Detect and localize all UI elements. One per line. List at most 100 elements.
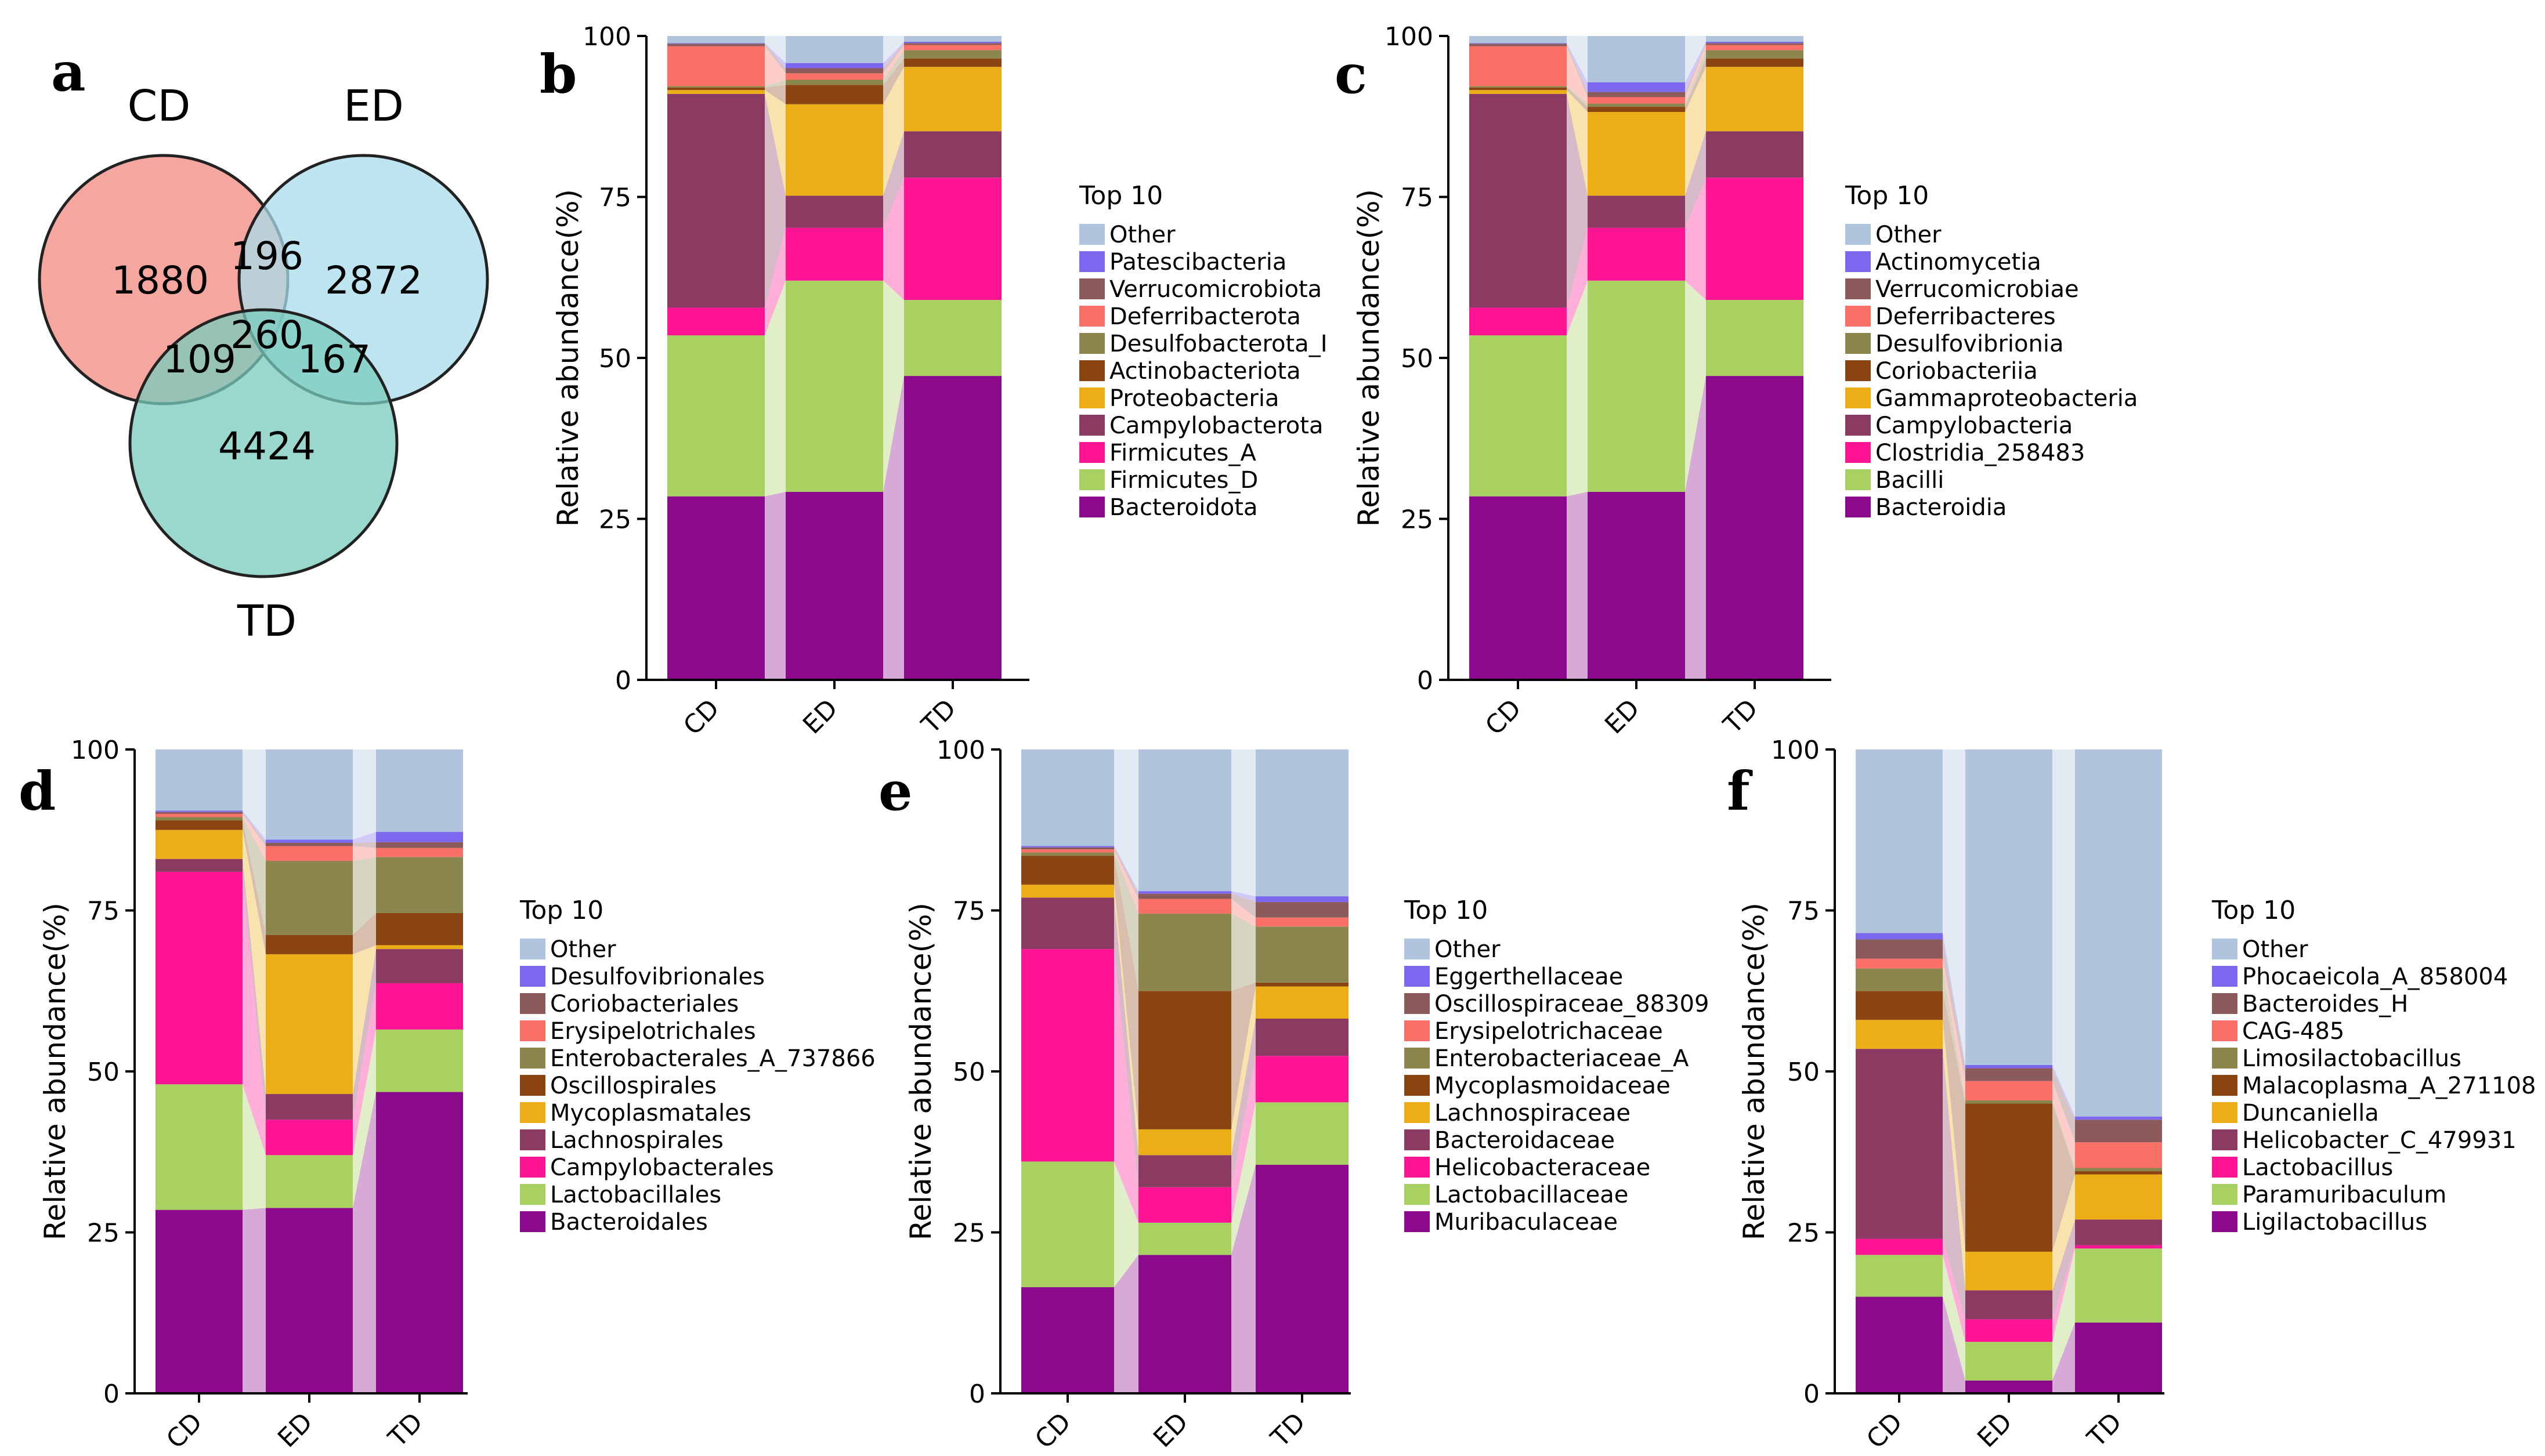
legend-label-f-limosilactobacillus: Limosilactobacillus bbox=[2242, 1045, 2461, 1072]
ribbon-d-lachnospirales-1 bbox=[353, 949, 376, 1120]
legend-swatch-f-paramuribaculum bbox=[2212, 1184, 2237, 1205]
bar-d-td-enterobacterales-a-737866 bbox=[376, 857, 463, 913]
legend-swatch-f-bacteroides-h bbox=[2212, 993, 2237, 1014]
y-tick-label-f-0: 0 bbox=[1803, 1379, 1820, 1409]
bar-d-ed-campylobacterales bbox=[266, 1120, 353, 1156]
legend-swatch-f-cag-485 bbox=[2212, 1020, 2237, 1041]
legend-swatch-c-coriobacteriia bbox=[1845, 360, 1871, 381]
legend-swatch-f-ligilactobacillus bbox=[2212, 1211, 2237, 1232]
bar-b-ed-firmicutes-d bbox=[786, 280, 883, 492]
legend-swatch-e-eggerthellaceae bbox=[1404, 966, 1430, 987]
bar-c-td-coriobacteriia bbox=[1706, 58, 1803, 67]
legend-swatch-f-limosilactobacillus bbox=[2212, 1048, 2237, 1069]
ribbon-d-coriobacteriales-0 bbox=[243, 812, 266, 846]
bar-f-ed-other bbox=[1965, 749, 2052, 1065]
y-tick-label-e-100: 100 bbox=[937, 736, 985, 765]
bar-c-cd-clostridia-258483 bbox=[1469, 307, 1567, 336]
ribbon-e-oscillospiraceae-88309-0 bbox=[1114, 847, 1138, 899]
bar-c-td-verrucomicrobiae bbox=[1706, 43, 1803, 45]
legend-label-e-other: Other bbox=[1434, 936, 1501, 963]
x-tick-label-c-ed: ED bbox=[1599, 694, 1646, 740]
bar-d-cd-lactobacillales bbox=[156, 1084, 243, 1210]
legend-swatch-c-clostridia-258483 bbox=[1845, 442, 1871, 463]
bar-d-cd-other bbox=[156, 749, 243, 811]
legend-swatch-e-other bbox=[1404, 939, 1430, 959]
bar-b-td-campylobacterota bbox=[904, 131, 1002, 178]
bar-f-td-duncaniella bbox=[2075, 1174, 2162, 1220]
y-tick-label-c-75: 75 bbox=[1401, 183, 1433, 213]
ribbon-f-lactobacillus-1 bbox=[2052, 1245, 2075, 1342]
bar-f-ed-malacoplasma-a-271108 bbox=[1965, 1103, 2052, 1252]
ribbon-d-desulfovibrionales-0 bbox=[243, 810, 266, 843]
ribbon-c-other-0 bbox=[1567, 36, 1588, 82]
legend-label-b-proteobacteria: Proteobacteria bbox=[1109, 385, 1279, 412]
ribbon-e-erysipelotrichaceae-1 bbox=[1231, 899, 1256, 927]
ribbon-c-actinomycetia-0 bbox=[1567, 43, 1588, 92]
bar-f-cd-malacoplasma-a-271108 bbox=[1856, 991, 1943, 1020]
bar-c-td-clostridia-258483 bbox=[1706, 178, 1803, 300]
bar-f-td-lactobacillus bbox=[2075, 1245, 2162, 1249]
legend-swatch-f-malacoplasma-a-271108 bbox=[2212, 1075, 2237, 1096]
legend-label-f-malacoplasma-a-271108: Malacoplasma_A_271108 bbox=[2242, 1073, 2536, 1099]
ribbon-b-campylobacterota-1 bbox=[883, 131, 904, 228]
bar-f-cd-paramuribaculum bbox=[1856, 1255, 1943, 1297]
bar-b-cd-firmicutes-a bbox=[667, 307, 765, 336]
bar-c-ed-other bbox=[1588, 36, 1685, 82]
bar-b-ed-proteobacteria bbox=[786, 104, 883, 196]
bar-e-ed-muribaculaceae bbox=[1138, 1255, 1231, 1393]
legend-title-c: Top 10 bbox=[1845, 181, 1929, 211]
bar-b-td-bacteroidota bbox=[904, 376, 1002, 680]
bar-d-cd-lachnospirales bbox=[156, 859, 243, 872]
bar-c-cd-bacteroidia bbox=[1469, 496, 1567, 680]
x-tick-label-d-td: TD bbox=[382, 1407, 429, 1454]
bar-d-td-lachnospirales bbox=[376, 949, 463, 983]
y-tick-label-d-50: 50 bbox=[87, 1057, 120, 1087]
y-tick-label-d-100: 100 bbox=[71, 736, 120, 765]
legend-label-c-bacteroidia: Bacteroidia bbox=[1875, 494, 2007, 521]
y-tick-label-e-75: 75 bbox=[953, 897, 985, 926]
x-tick-label-b-cd: CD bbox=[678, 694, 725, 741]
ribbon-b-desulfobacterota-i-1 bbox=[883, 50, 904, 85]
legend-swatch-e-bacteroidaceae bbox=[1404, 1129, 1430, 1150]
bar-f-cd-phocaeicola-a-858004 bbox=[1856, 933, 1943, 940]
ribbon-c-deferribacteres-1 bbox=[1685, 45, 1706, 104]
y-axis-title-b: Relative abundance(%) bbox=[551, 189, 585, 527]
ribbon-b-verrucomicrobiota-0 bbox=[765, 44, 786, 74]
legend-swatch-c-verrucomicrobiae bbox=[1845, 278, 1871, 299]
legend-label-e-mycoplasmoidaceae: Mycoplasmoidaceae bbox=[1434, 1073, 1671, 1099]
legend-label-d-lachnospirales: Lachnospirales bbox=[550, 1127, 724, 1154]
bar-e-ed-helicobacteraceae bbox=[1138, 1187, 1231, 1223]
chart-panel-f: f 0 25 50 75 100 Relative abundance(%) CD ED TD To… bbox=[1727, 736, 2536, 1454]
bar-b-cd-patescibacteria bbox=[667, 43, 765, 44]
legend-swatch-e-muribaculaceae bbox=[1404, 1211, 1430, 1232]
ribbon-e-helicobacteraceae-0 bbox=[1114, 949, 1138, 1223]
bar-c-td-other bbox=[1706, 36, 1803, 42]
bar-e-cd-lactobacillaceae bbox=[1021, 1161, 1114, 1287]
bar-d-td-other bbox=[376, 749, 463, 832]
bar-c-ed-clostridia-258483 bbox=[1588, 227, 1685, 281]
x-tick-label-f-ed: ED bbox=[1972, 1407, 2018, 1454]
ribbon-b-patescibacteria-0 bbox=[765, 43, 786, 68]
ribbon-b-proteobacteria-1 bbox=[883, 67, 904, 196]
bar-b-cd-campylobacterota bbox=[667, 93, 765, 308]
ribbon-d-other-1 bbox=[353, 749, 376, 840]
legend-swatch-e-enterobacteriaceae-a bbox=[1404, 1048, 1430, 1069]
ribbon-c-other-1 bbox=[1685, 36, 1706, 82]
y-tick-label-b-75: 75 bbox=[599, 183, 631, 213]
bar-b-ed-verrucomicrobiota bbox=[786, 68, 883, 74]
legend-label-c-campylobacteria: Campylobacteria bbox=[1875, 412, 2073, 439]
bar-c-cd-other bbox=[1469, 36, 1567, 44]
bar-c-ed-campylobacteria bbox=[1588, 195, 1685, 228]
y-tick-label-c-100: 100 bbox=[1384, 22, 1433, 52]
y-tick-label-d-75: 75 bbox=[87, 897, 120, 926]
bar-c-ed-deferribacteres bbox=[1588, 97, 1685, 104]
ribbon-d-lactobacillales-0 bbox=[243, 1084, 266, 1210]
bar-e-cd-other bbox=[1021, 749, 1114, 846]
ribbon-f-other-0 bbox=[1943, 749, 1965, 1065]
ribbon-b-bacteroidota-1 bbox=[883, 376, 904, 680]
bar-c-ed-bacilli bbox=[1588, 280, 1685, 492]
legend-label-c-desulfovibrionia: Desulfovibrionia bbox=[1875, 331, 2063, 357]
bar-e-td-eggerthellaceae bbox=[1256, 896, 1349, 903]
x-tick-label-d-ed: ED bbox=[272, 1407, 319, 1454]
bar-f-cd-lactobacillus bbox=[1856, 1238, 1943, 1255]
